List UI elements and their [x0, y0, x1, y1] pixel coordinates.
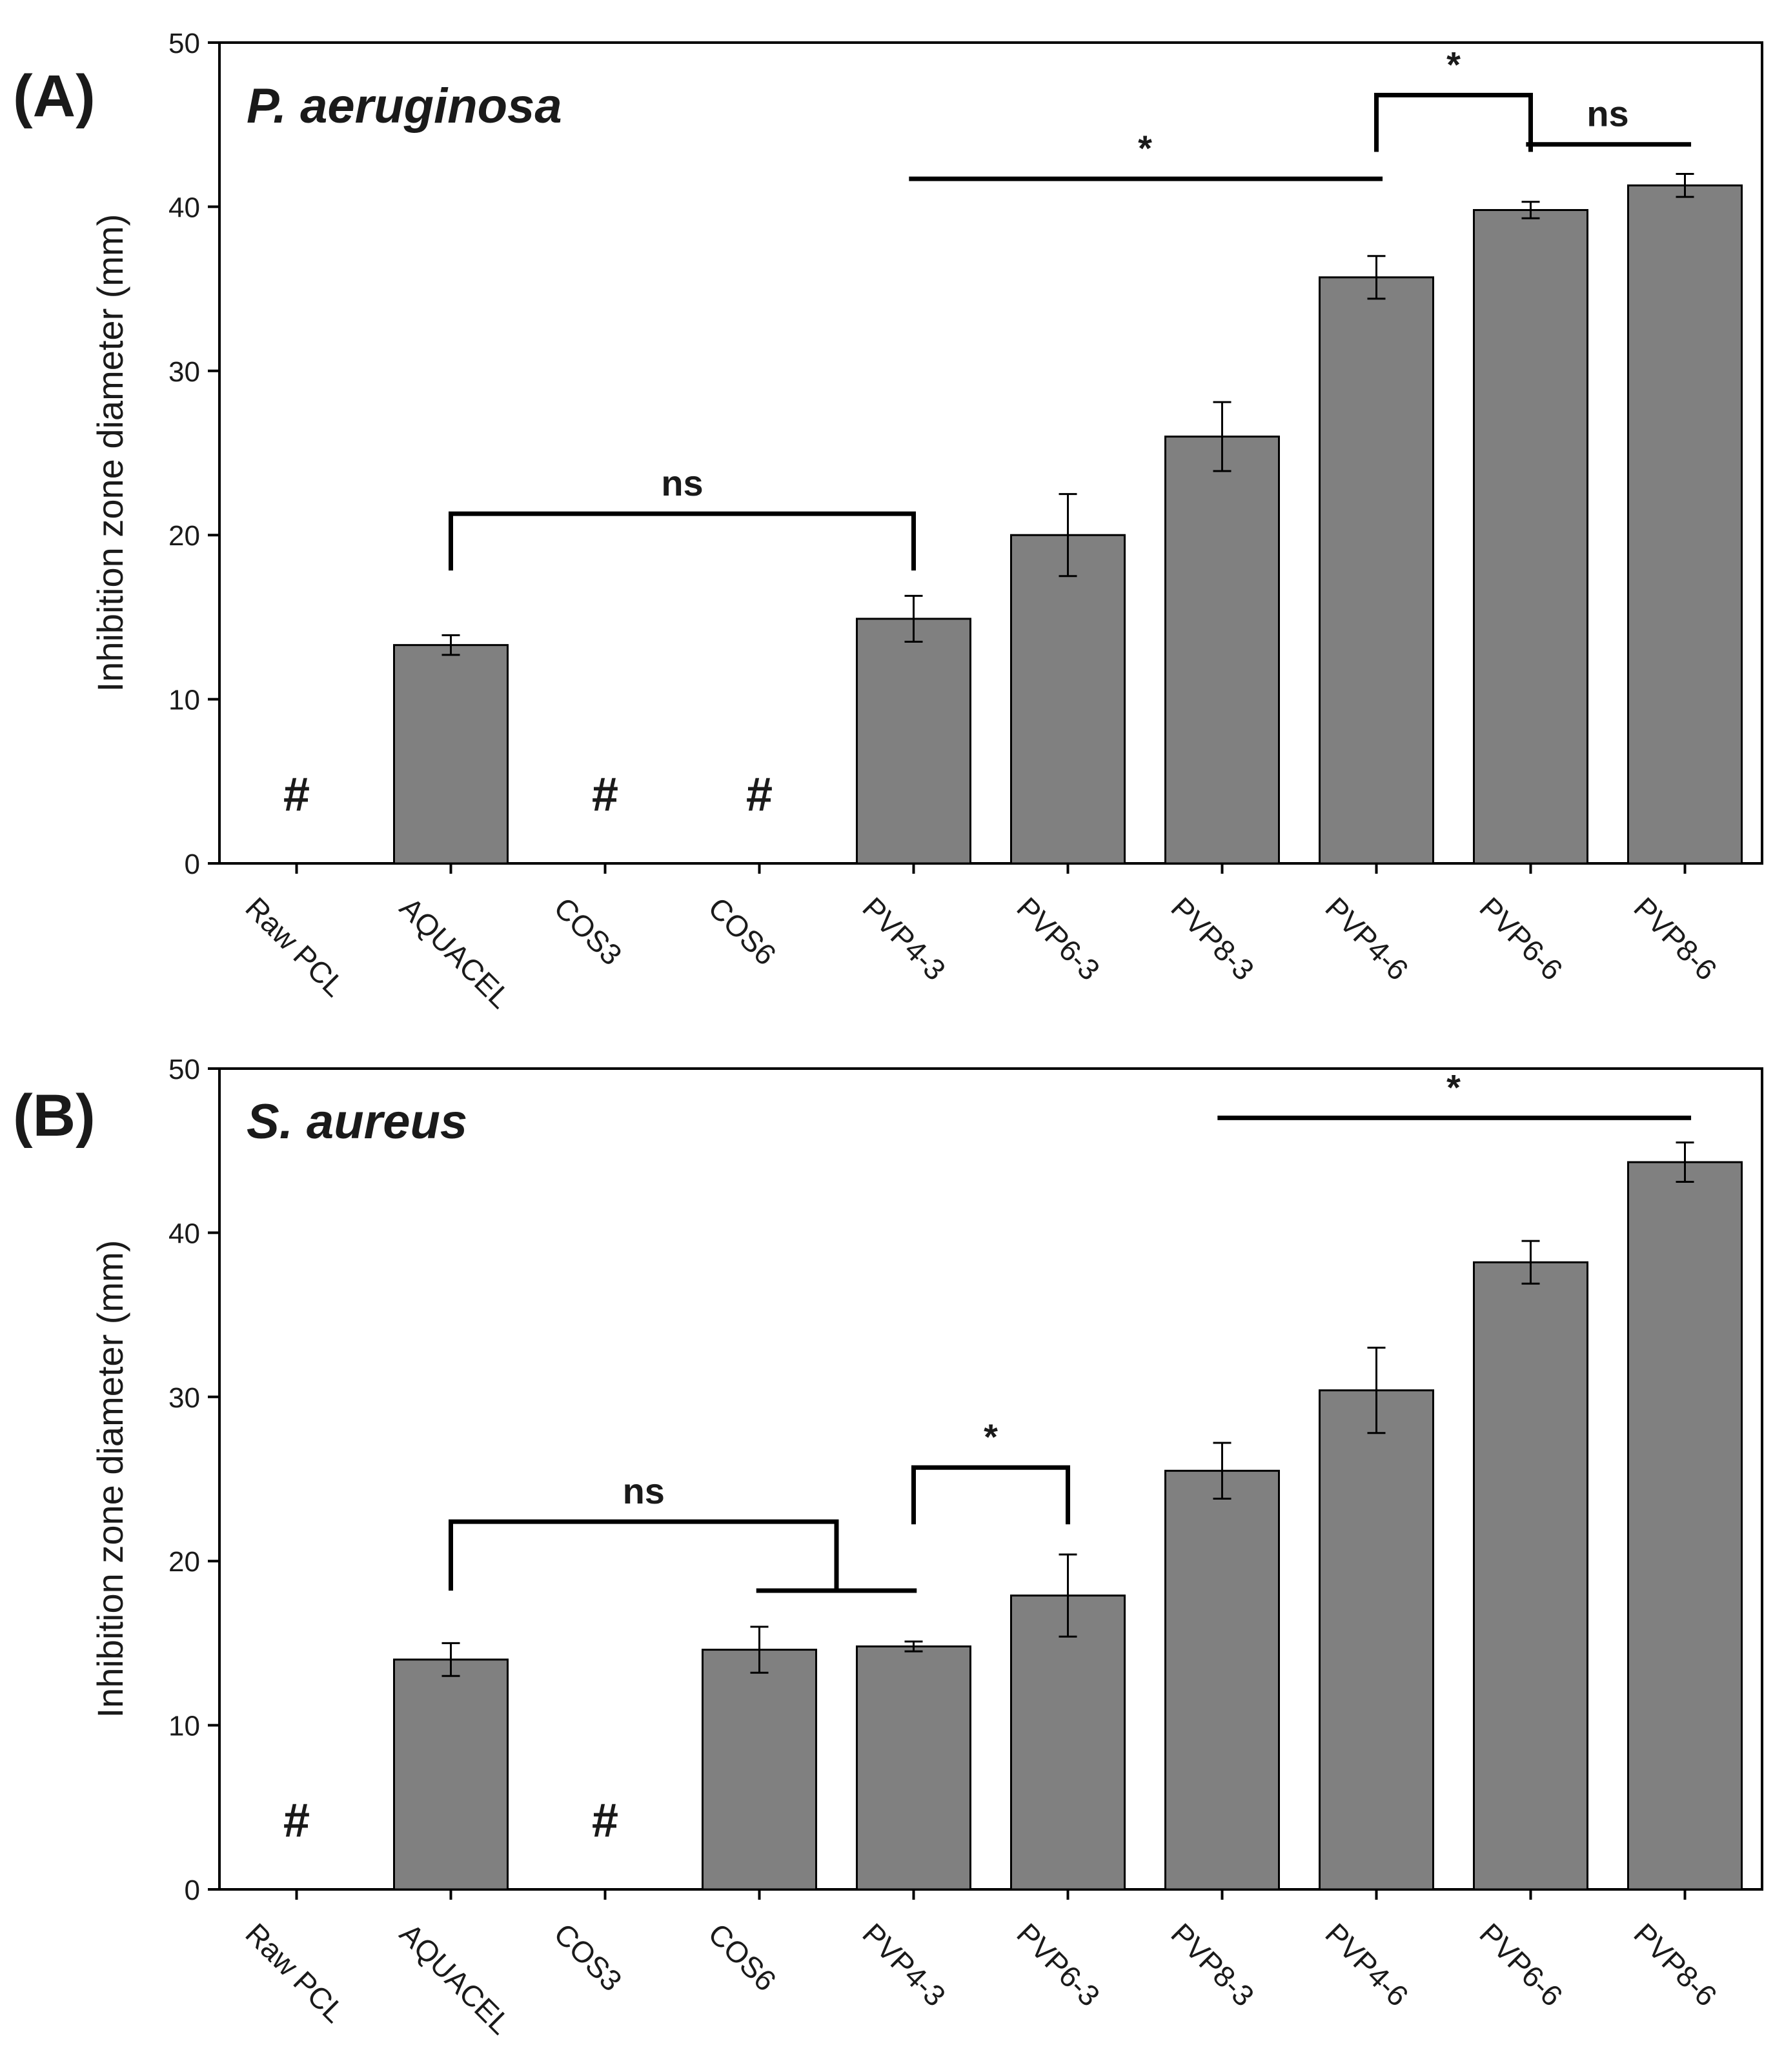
category-label: PVP4-3 [856, 890, 952, 987]
y-axis-title: Inhibition zone diameter (mm) [90, 214, 130, 692]
y-tick-label: 10 [168, 1711, 200, 1742]
y-tick-label: 30 [168, 1382, 200, 1414]
significance-label: ns [661, 463, 703, 503]
category-label: PVP8-6 [1627, 890, 1723, 987]
significance-label: ns [623, 1471, 665, 1511]
bar [702, 1649, 817, 1891]
organism-label: P. aeruginosa [247, 79, 562, 134]
category-label: PVP6-6 [1473, 1916, 1569, 2013]
category-label: PVP8-6 [1627, 1916, 1723, 2013]
category-label: Raw PCL [239, 890, 351, 1003]
category-label: PVP6-3 [1010, 890, 1106, 987]
plot-frame [218, 41, 1763, 865]
panel-label: (A) [13, 63, 96, 129]
no-zone-marker: # [592, 768, 618, 821]
category-label: PVP4-3 [856, 1916, 952, 2013]
category-label: PVP4-6 [1319, 1916, 1415, 2013]
category-label: COS6 [702, 890, 782, 971]
category-label: AQUACEL [393, 1916, 517, 2040]
category-label: PVP8-3 [1164, 890, 1261, 987]
y-tick-label: 0 [185, 849, 200, 880]
significance-bracket [911, 1465, 1070, 1525]
no-zone-marker: # [283, 1794, 310, 1847]
significance-label: * [1138, 128, 1152, 168]
category-label: COS3 [547, 1916, 628, 1997]
no-zone-marker: # [592, 1794, 618, 1847]
y-tick-label: 10 [168, 685, 200, 716]
bar [1010, 1594, 1126, 1891]
plot-frame [218, 1067, 1763, 1891]
chart-panel-b: 0 10 20 30 40 50 Inhibition zone diameter (mm)… [13, 1054, 1763, 2041]
bar [1164, 436, 1280, 865]
category-label: AQUACEL [393, 890, 517, 1014]
bar [1010, 534, 1126, 865]
bar [1319, 1389, 1434, 1891]
bar [1473, 1261, 1588, 1891]
y-tick-label: 20 [168, 520, 200, 552]
bar [1164, 1469, 1280, 1891]
category-label: PVP6-3 [1010, 1916, 1106, 2013]
category-label: PVP8-3 [1164, 1916, 1261, 2013]
chart-panel-a: 0 10 20 30 40 50 Inhibition zone diameter (mm)… [13, 28, 1763, 1015]
panel-label: (B) [13, 1083, 96, 1149]
bar [856, 618, 971, 865]
significance-bracket [449, 511, 916, 571]
significance-label: * [1446, 1067, 1461, 1107]
y-tick-label: 30 [168, 356, 200, 388]
category-label: PVP4-6 [1319, 890, 1415, 987]
bar [856, 1645, 971, 1891]
category-label: PVP6-6 [1473, 890, 1569, 987]
bar [1627, 184, 1743, 865]
y-tick-label: 50 [168, 1054, 200, 1085]
bar [1627, 1161, 1743, 1891]
y-tick-label: 50 [168, 28, 200, 59]
significance-label: * [984, 1416, 998, 1457]
bar [393, 644, 509, 865]
no-zone-marker: # [283, 768, 310, 821]
bar [1319, 276, 1434, 865]
y-axis-title: Inhibition zone diameter (mm) [90, 1240, 130, 1718]
significance-label: ns [1586, 94, 1628, 134]
bar [393, 1658, 509, 1891]
no-zone-marker: # [746, 768, 773, 821]
significance-bracket [1374, 92, 1533, 152]
organism-label: S. aureus [247, 1094, 467, 1149]
category-label: COS6 [702, 1916, 782, 1997]
y-tick-label: 40 [168, 1218, 200, 1249]
category-label: COS3 [547, 890, 628, 971]
significance-bracket [449, 1519, 839, 1591]
bar [1473, 208, 1588, 865]
y-tick-label: 40 [168, 192, 200, 223]
y-tick-label: 20 [168, 1546, 200, 1578]
category-label: Raw PCL [239, 1916, 351, 2029]
significance-label: * [1446, 44, 1461, 85]
y-tick-label: 0 [185, 1875, 200, 1906]
